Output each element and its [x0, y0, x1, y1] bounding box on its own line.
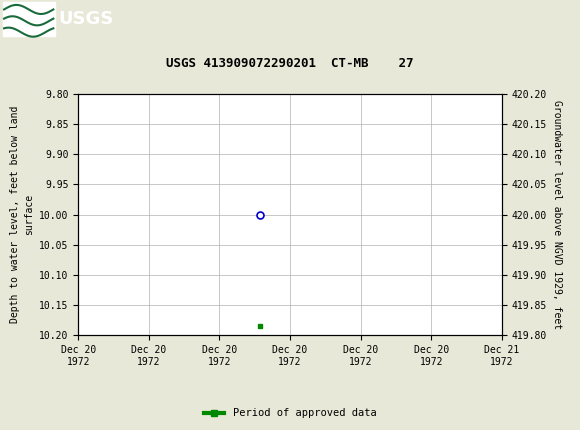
- Legend: Period of approved data: Period of approved data: [200, 404, 380, 423]
- Bar: [3, 2, 55, 36]
- Y-axis label: Groundwater level above NGVD 1929, feet: Groundwater level above NGVD 1929, feet: [552, 100, 562, 329]
- Y-axis label: Depth to water level, feet below land
surface: Depth to water level, feet below land su…: [10, 106, 34, 323]
- Text: USGS: USGS: [58, 10, 113, 28]
- Text: USGS 413909072290201  CT-MB    27: USGS 413909072290201 CT-MB 27: [166, 57, 414, 70]
